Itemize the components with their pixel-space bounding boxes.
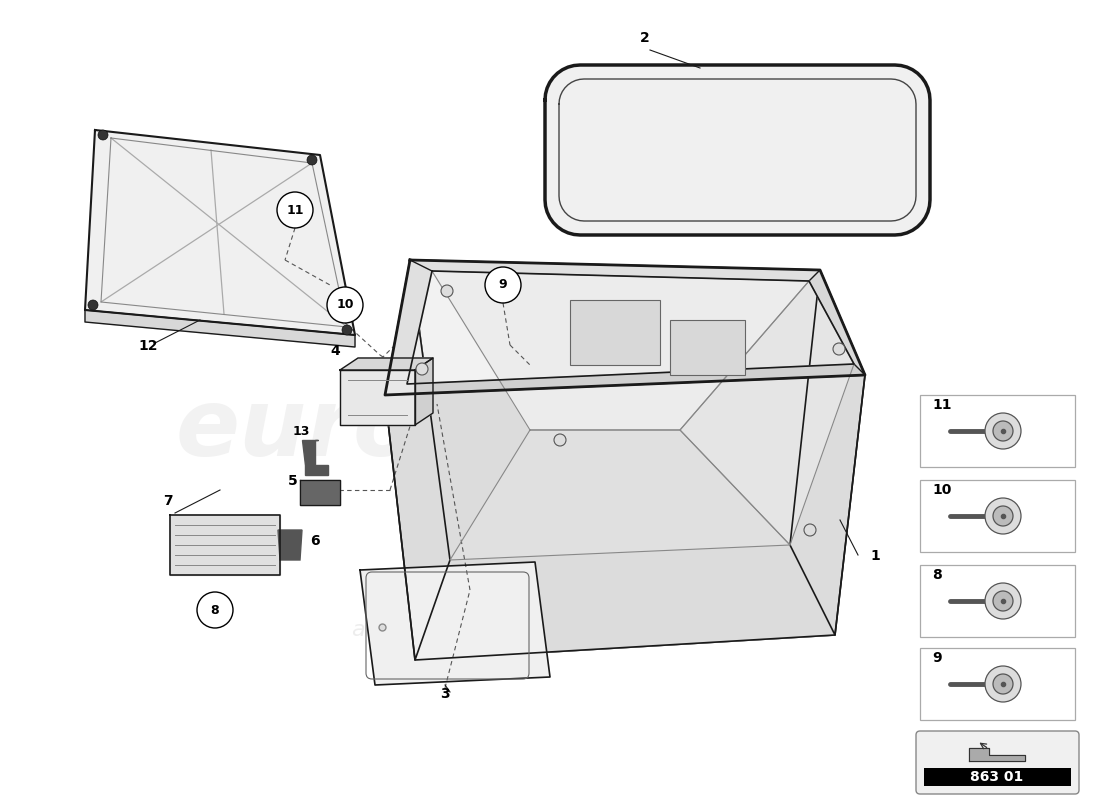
Polygon shape xyxy=(680,281,854,545)
Polygon shape xyxy=(450,430,790,560)
Polygon shape xyxy=(410,260,820,560)
Text: a passion for parts since 1985: a passion for parts since 1985 xyxy=(352,620,689,640)
Polygon shape xyxy=(808,270,865,375)
Circle shape xyxy=(88,300,98,310)
Circle shape xyxy=(327,287,363,323)
Circle shape xyxy=(307,155,317,165)
Text: 12: 12 xyxy=(138,339,157,353)
Polygon shape xyxy=(410,260,820,281)
Text: 9: 9 xyxy=(932,651,942,665)
Polygon shape xyxy=(544,65,930,235)
Text: eurocarparts: eurocarparts xyxy=(176,384,865,476)
Polygon shape xyxy=(385,364,865,395)
Polygon shape xyxy=(385,375,865,660)
Circle shape xyxy=(441,285,453,297)
Circle shape xyxy=(984,666,1021,702)
Circle shape xyxy=(342,325,352,335)
Bar xyxy=(920,395,1075,467)
Text: 1: 1 xyxy=(870,549,880,563)
Circle shape xyxy=(984,498,1021,534)
Bar xyxy=(670,320,745,375)
Circle shape xyxy=(277,192,313,228)
Text: 4: 4 xyxy=(330,344,340,358)
Polygon shape xyxy=(85,130,355,335)
Circle shape xyxy=(98,130,108,140)
Circle shape xyxy=(993,506,1013,526)
Circle shape xyxy=(833,343,845,355)
Text: 7: 7 xyxy=(163,494,173,508)
Text: 13: 13 xyxy=(293,425,310,438)
Bar xyxy=(920,565,1075,637)
Text: 5: 5 xyxy=(288,474,298,488)
Text: 863 01: 863 01 xyxy=(970,770,1024,784)
Polygon shape xyxy=(170,515,280,575)
Circle shape xyxy=(993,674,1013,694)
Bar xyxy=(924,768,1071,786)
Circle shape xyxy=(984,413,1021,449)
Polygon shape xyxy=(300,480,340,505)
Polygon shape xyxy=(415,545,835,660)
Text: 2: 2 xyxy=(640,31,650,45)
Circle shape xyxy=(197,592,233,628)
Polygon shape xyxy=(385,260,432,395)
Polygon shape xyxy=(385,260,450,660)
Polygon shape xyxy=(340,370,415,425)
Polygon shape xyxy=(85,310,355,347)
Text: 10: 10 xyxy=(337,298,354,311)
Text: 10: 10 xyxy=(932,483,952,497)
Text: 8: 8 xyxy=(211,603,219,617)
Polygon shape xyxy=(340,358,433,370)
Circle shape xyxy=(993,421,1013,441)
Text: 11: 11 xyxy=(932,398,952,412)
Circle shape xyxy=(485,267,521,303)
Polygon shape xyxy=(415,358,433,425)
Circle shape xyxy=(416,363,428,375)
Bar xyxy=(920,648,1075,720)
Polygon shape xyxy=(278,530,303,560)
Circle shape xyxy=(993,591,1013,611)
Bar xyxy=(570,300,660,365)
Polygon shape xyxy=(432,271,808,430)
Circle shape xyxy=(804,524,816,536)
Text: 11: 11 xyxy=(286,203,304,217)
Polygon shape xyxy=(969,748,1025,761)
Bar xyxy=(920,480,1075,552)
Polygon shape xyxy=(302,440,328,475)
Text: 3: 3 xyxy=(440,687,450,701)
FancyBboxPatch shape xyxy=(916,731,1079,794)
Polygon shape xyxy=(790,270,865,635)
Circle shape xyxy=(554,434,566,446)
Text: 6: 6 xyxy=(310,534,320,548)
Text: 8: 8 xyxy=(932,568,942,582)
Circle shape xyxy=(984,583,1021,619)
Text: 9: 9 xyxy=(498,278,507,291)
Polygon shape xyxy=(360,562,550,685)
